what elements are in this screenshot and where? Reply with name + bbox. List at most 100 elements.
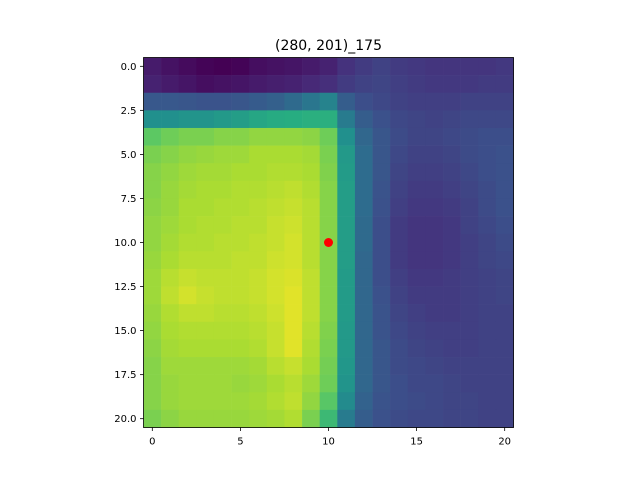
heatmap-cell xyxy=(266,339,285,358)
heatmap-cell xyxy=(372,268,391,287)
heatmap-cell xyxy=(284,233,303,252)
heatmap-cell xyxy=(443,180,461,199)
heatmap-cell xyxy=(319,57,338,76)
heatmap-cell xyxy=(460,251,479,270)
heatmap-cell xyxy=(443,198,461,217)
heatmap-cell xyxy=(143,145,162,164)
heatmap-cell xyxy=(249,251,268,270)
heatmap-cell xyxy=(354,286,373,305)
heatmap-cell xyxy=(302,409,320,428)
heatmap-cell xyxy=(161,75,180,94)
heatmap-cell xyxy=(266,321,285,340)
heatmap-cell xyxy=(372,233,391,252)
heatmap-cell xyxy=(231,251,250,270)
heatmap-cell xyxy=(337,286,356,305)
heatmap-cell xyxy=(196,145,215,164)
heatmap-cell xyxy=(443,409,461,428)
heatmap-cell xyxy=(478,75,497,94)
y-tick-label: 20.0 xyxy=(114,414,136,425)
heatmap-cell xyxy=(425,268,444,287)
heatmap-cell xyxy=(266,251,285,270)
heatmap-cell xyxy=(302,339,320,358)
heatmap-cell xyxy=(337,216,356,234)
heatmap-cell xyxy=(284,321,303,340)
heatmap-cell xyxy=(196,216,215,234)
heatmap-cell xyxy=(231,180,250,199)
heatmap-cell xyxy=(266,374,285,393)
heatmap-cell xyxy=(390,321,409,340)
heatmap-cell xyxy=(143,357,162,375)
heatmap-cell xyxy=(319,409,338,428)
heatmap-cell xyxy=(460,321,479,340)
heatmap-cell xyxy=(337,163,356,182)
heatmap-cell xyxy=(319,180,338,199)
heatmap-cell xyxy=(495,233,514,252)
heatmap-cell xyxy=(249,286,268,305)
y-tick-label: 0.0 xyxy=(121,62,137,73)
heatmap-cell xyxy=(161,374,180,393)
heatmap-cell xyxy=(143,127,162,146)
heatmap-cell xyxy=(460,163,479,182)
heatmap-cell xyxy=(337,57,356,76)
heatmap-cell xyxy=(178,233,197,252)
y-tick-label: 10.0 xyxy=(114,238,136,249)
heatmap-cell xyxy=(213,163,232,182)
heatmap-cell xyxy=(390,339,409,358)
heatmap-cell xyxy=(460,357,479,375)
heatmap-cell xyxy=(372,145,391,164)
heatmap-cell xyxy=(390,304,409,323)
heatmap-cell xyxy=(178,268,197,287)
heatmap-cell xyxy=(284,374,303,393)
heatmap-cell xyxy=(425,110,444,129)
heatmap-cell xyxy=(249,92,268,111)
heatmap-cell xyxy=(266,57,285,76)
heatmap-cell xyxy=(178,392,197,411)
heatmap-cell xyxy=(460,409,479,428)
heatmap-cell xyxy=(284,127,303,146)
heatmap-cell xyxy=(319,304,338,323)
heatmap-cell xyxy=(161,198,180,217)
heatmap-cell xyxy=(302,216,320,234)
heatmap-cell xyxy=(266,127,285,146)
heatmap-cell xyxy=(319,357,338,375)
heatmap-cell xyxy=(425,180,444,199)
heatmap-cell xyxy=(337,127,356,146)
heatmap-cell xyxy=(407,198,426,217)
heatmap-cell xyxy=(302,163,320,182)
heatmap-cell xyxy=(284,357,303,375)
heatmap-cell xyxy=(460,145,479,164)
heatmap-cell xyxy=(143,339,162,358)
heatmap-cell xyxy=(443,233,461,252)
heatmap-cell xyxy=(284,339,303,358)
heatmap-cell xyxy=(249,392,268,411)
heatmap-cell xyxy=(460,110,479,129)
heatmap-cell xyxy=(407,304,426,323)
heatmap-cell xyxy=(213,374,232,393)
heatmap-cell xyxy=(354,321,373,340)
heatmap-cell xyxy=(495,75,514,94)
heatmap-cell xyxy=(196,233,215,252)
heatmap-cell xyxy=(178,409,197,428)
heatmap-cell xyxy=(143,216,162,234)
heatmap-cell xyxy=(284,304,303,323)
heatmap-cell xyxy=(266,163,285,182)
heatmap-cell xyxy=(354,339,373,358)
heatmap-cell xyxy=(161,163,180,182)
heatmap-cell xyxy=(495,163,514,182)
heatmap-cell xyxy=(354,304,373,323)
heatmap-cell xyxy=(354,216,373,234)
heatmap-cell xyxy=(407,409,426,428)
heatmap-cell xyxy=(478,198,497,217)
marker-layer xyxy=(324,238,333,247)
heatmap-cell xyxy=(407,92,426,111)
heatmap-cell xyxy=(196,392,215,411)
heatmap-cell xyxy=(407,339,426,358)
heatmap-cell xyxy=(302,127,320,146)
heatmap-cell xyxy=(337,198,356,217)
heatmap-cell xyxy=(337,339,356,358)
heatmap-cell xyxy=(161,110,180,129)
heatmap-cell xyxy=(161,357,180,375)
heatmap-cell xyxy=(319,392,338,411)
heatmap-cell xyxy=(372,321,391,340)
